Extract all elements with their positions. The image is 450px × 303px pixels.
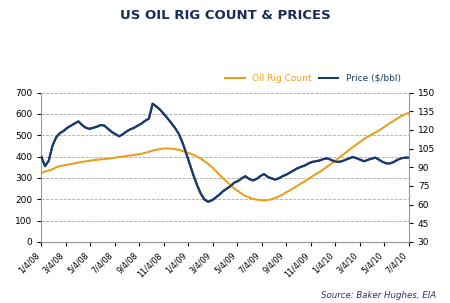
Oil Rig Count bbox=[257, 198, 263, 202]
Price ($/bbl) bbox=[235, 179, 241, 183]
Line: Price ($/bbl): Price ($/bbl) bbox=[41, 104, 409, 202]
Oil Rig Count bbox=[380, 126, 386, 130]
Price ($/bbl) bbox=[109, 130, 114, 134]
Price ($/bbl) bbox=[124, 130, 129, 133]
Price ($/bbl) bbox=[39, 155, 44, 158]
Oil Rig Count bbox=[39, 171, 44, 175]
Price ($/bbl) bbox=[206, 200, 211, 204]
Text: US OIL RIG COUNT & PRICES: US OIL RIG COUNT & PRICES bbox=[120, 9, 330, 22]
Price ($/bbl) bbox=[406, 156, 411, 159]
Price ($/bbl) bbox=[235, 179, 241, 183]
Oil Rig Count bbox=[261, 199, 267, 202]
Price ($/bbl) bbox=[109, 130, 114, 134]
Line: Price ($/bbl): Price ($/bbl) bbox=[41, 104, 409, 202]
Price ($/bbl) bbox=[406, 156, 411, 159]
Oil Rig Count bbox=[109, 156, 114, 160]
Price ($/bbl) bbox=[124, 130, 129, 133]
Line: Oil Rig Count: Oil Rig Count bbox=[41, 113, 409, 201]
Price ($/bbl) bbox=[150, 102, 155, 105]
Price ($/bbl) bbox=[395, 158, 400, 161]
Price ($/bbl) bbox=[384, 161, 389, 165]
Oil Rig Count bbox=[391, 119, 396, 123]
Legend: Oil Rig Count, Price ($/bbl): Oil Rig Count, Price ($/bbl) bbox=[221, 70, 404, 86]
Oil Rig Count bbox=[406, 111, 411, 115]
Price ($/bbl) bbox=[265, 175, 270, 179]
Price ($/bbl) bbox=[384, 161, 389, 165]
Price ($/bbl) bbox=[395, 158, 400, 161]
Price ($/bbl) bbox=[39, 155, 44, 158]
Price ($/bbl) bbox=[206, 200, 211, 204]
Price ($/bbl) bbox=[265, 175, 270, 179]
Oil Rig Count bbox=[124, 154, 129, 158]
Oil Rig Count bbox=[228, 184, 233, 187]
Text: Source: Baker Hughes, EIA: Source: Baker Hughes, EIA bbox=[321, 291, 436, 300]
Price ($/bbl) bbox=[150, 102, 155, 105]
